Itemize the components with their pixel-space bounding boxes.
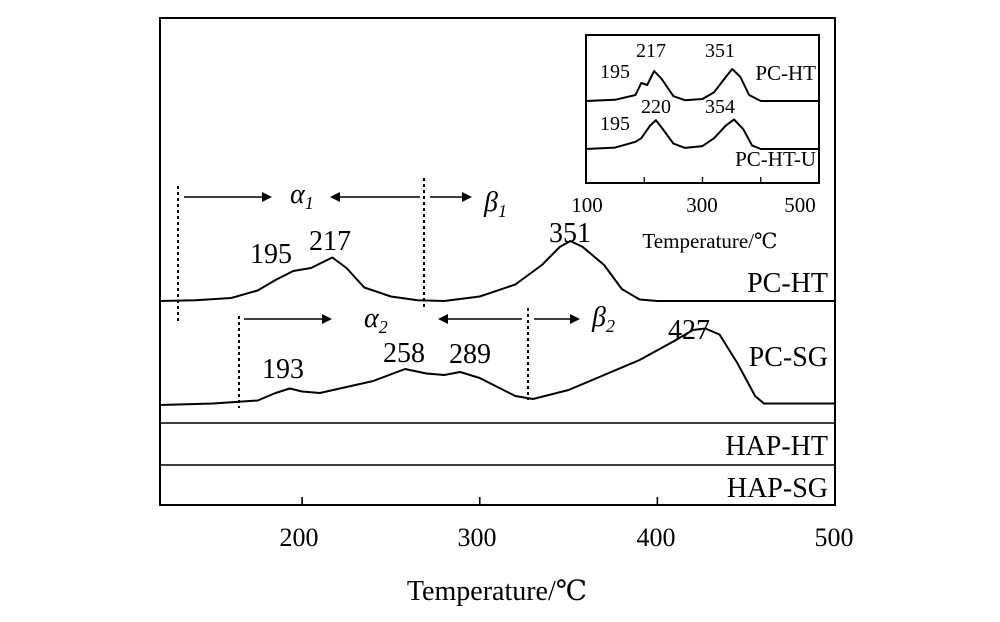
pc-ht-trace: [159, 240, 835, 302]
alpha2-label: α2: [364, 303, 388, 337]
inset-x-ticks: [585, 177, 820, 183]
pc-sg-peak-label: 193: [262, 354, 304, 385]
inset-x-tick-label: 300: [686, 193, 718, 217]
main-x-tick-label: 500: [815, 523, 854, 552]
alpha1-label: α1: [290, 179, 314, 213]
inset-x-tick-label: 500: [784, 193, 816, 217]
beta2-right-arrowhead: [570, 314, 580, 324]
main-x-axis-title: Temperature/℃: [407, 576, 587, 607]
pc-ht-peak-label: 351: [549, 218, 591, 249]
alpha1-right-arrowhead: [262, 192, 272, 202]
inset-pc-ht-u-peak-label: 195: [600, 113, 630, 135]
inset-pc-ht-trace: [585, 68, 819, 102]
inset-pc-ht-u-peak-label: 354: [705, 96, 735, 118]
inset-pc-ht-u-curve-label: PC-HT-U: [735, 147, 816, 171]
pc-sg-peak-label: 427: [668, 315, 710, 346]
beta1-label: β1: [483, 187, 507, 221]
alpha2-left-arrowhead: [438, 314, 448, 324]
hap-ht-curve-label: HAP-HT: [725, 431, 828, 462]
alpha2-right-arrowhead: [322, 314, 332, 324]
hap-sg-curve-label: HAP-SG: [727, 473, 828, 504]
beta2-label: β2: [591, 302, 615, 336]
pc-ht-peak-label: 217: [309, 226, 351, 257]
inset-pc-ht-peak-label: 195: [600, 61, 630, 83]
inset-pc-ht-u-peak-label: 220: [641, 96, 671, 118]
alpha2-arrows: [244, 314, 580, 324]
pc-ht-peak-label: 195: [250, 239, 292, 270]
main-x-tick-label: 200: [280, 523, 319, 552]
alpha1-arrows: [184, 192, 472, 202]
beta1-right-arrowhead: [462, 192, 472, 202]
main-x-ticks: [301, 497, 836, 505]
pc-sg-curve-label: PC-SG: [749, 342, 828, 373]
inset-x-axis-title: Temperature/℃: [642, 229, 777, 253]
pc-ht-curve-label: PC-HT: [747, 268, 828, 299]
inset-pc-ht-peak-label: 351: [705, 40, 735, 62]
inset-pc-ht-peak-label: 217: [636, 40, 666, 62]
main-x-tick-label: 400: [637, 523, 676, 552]
inset-x-tick-label: 100: [571, 193, 603, 217]
inset-pc-ht-curve-label: PC-HT: [755, 61, 816, 85]
alpha1-left-arrowhead: [330, 192, 340, 202]
pc-sg-trace: [159, 327, 835, 406]
pc-sg-peak-label: 289: [449, 339, 491, 370]
main-x-tick-label: 300: [458, 523, 497, 552]
inset-pc-ht-u-trace: [585, 118, 819, 150]
pc-sg-peak-label: 258: [383, 338, 425, 369]
main-plot-frame: [159, 17, 836, 506]
